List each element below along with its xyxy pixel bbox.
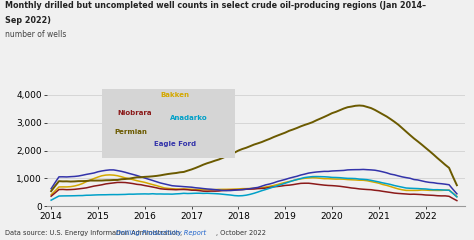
Text: Data source: U.S. Energy Information Administration,: Data source: U.S. Energy Information Adm… (5, 230, 184, 236)
Text: Sep 2022): Sep 2022) (5, 16, 51, 25)
Text: Monthly drilled but uncompleted well counts in select crude oil-producing region: Monthly drilled but uncompleted well cou… (5, 1, 426, 10)
Text: , October 2022: , October 2022 (216, 230, 265, 236)
Text: number of wells: number of wells (5, 30, 66, 39)
Text: Drilling Productivity Report: Drilling Productivity Report (116, 230, 206, 236)
